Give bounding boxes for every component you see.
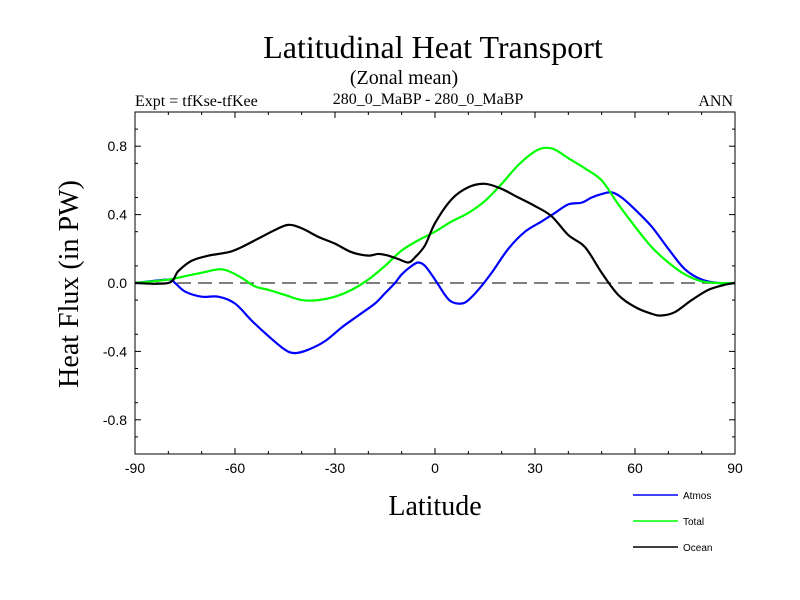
legend-label-total: Total	[683, 517, 704, 528]
y-tick-label: 0.4	[108, 207, 128, 223]
x-tick-label: -90	[125, 460, 145, 476]
y-tick-label: 0.8	[108, 138, 128, 154]
experiment-label: Expt = tfKse-tfKee	[135, 93, 258, 110]
plot-frame	[134, 111, 736, 455]
x-tick-label: 0	[431, 460, 439, 476]
legend-label-atmos: Atmos	[683, 491, 711, 502]
x-tick-label: -60	[225, 460, 245, 476]
y-tick-label: -0.8	[103, 412, 127, 428]
period-label: 280_0_MaBP - 280_0_MaBP	[333, 91, 524, 108]
series-line-total	[134, 146, 736, 302]
y-tick-label: -0.4	[103, 343, 127, 359]
chart-subtitle: (Zonal mean)	[350, 67, 458, 89]
season-label: ANN	[698, 93, 733, 110]
axis-ticks: -90 -60 -30 0 30 60 90 -0.8 -0.4 0.0 0.4 0.8	[103, 112, 743, 476]
series-line-ocean	[134, 182, 736, 317]
x-tick-label: 30	[527, 460, 543, 476]
y-tick-label: 0.0	[108, 275, 128, 291]
legend-label-ocean: Ocean	[683, 543, 712, 554]
x-tick-label: -30	[325, 460, 345, 476]
chart-title: Latitudinal Heat Transport	[263, 29, 603, 65]
legend: Atmos Total Ocean	[633, 491, 712, 554]
series-line-atmos	[134, 191, 736, 355]
x-tick-label: 90	[727, 460, 743, 476]
y-axis-label: Heat Flux (in PW)	[54, 180, 85, 388]
series-lines	[134, 146, 736, 355]
x-axis-label: Latitude	[388, 491, 481, 522]
x-tick-label: 60	[627, 460, 643, 476]
